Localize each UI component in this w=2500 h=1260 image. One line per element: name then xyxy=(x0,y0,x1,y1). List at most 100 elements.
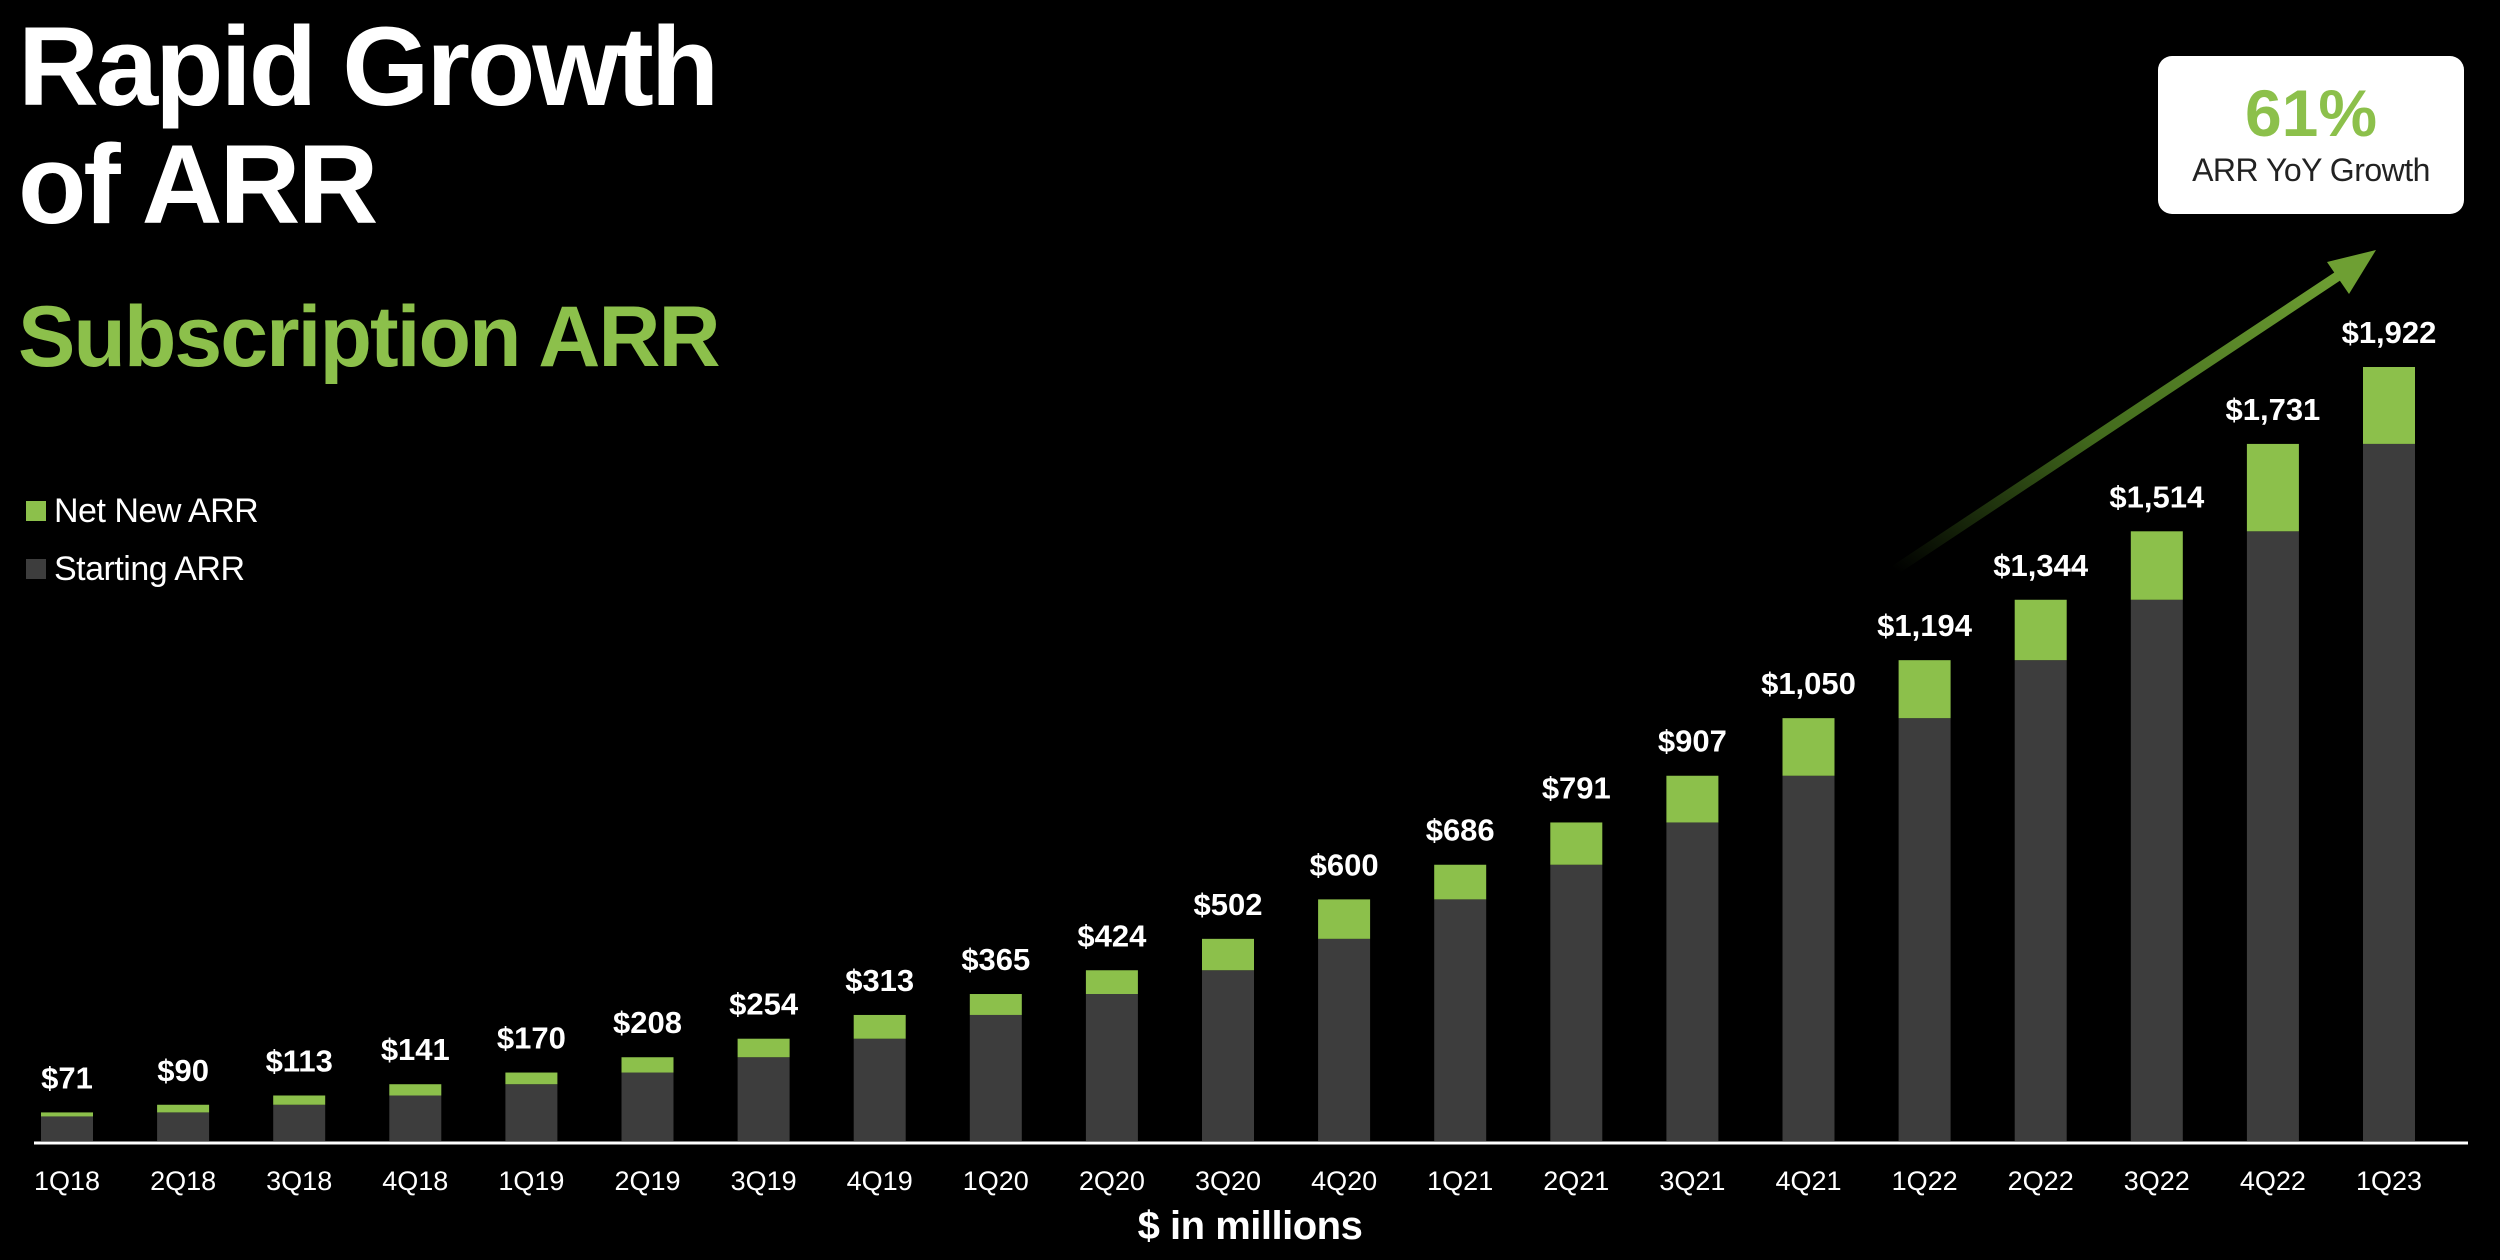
bar-starting-2Q22 xyxy=(2014,660,2067,1141)
bar-net-new-1Q22 xyxy=(1898,660,1951,719)
bar-net-new-1Q19 xyxy=(505,1072,558,1085)
units-note: $ in millions xyxy=(1137,1204,1363,1248)
growth-callout: 61% ARR YoY Growth xyxy=(2158,56,2464,214)
bar-starting-1Q18 xyxy=(41,1116,93,1141)
value-label-3Q19: $254 xyxy=(729,987,799,1022)
x-tick-4Q20: 4Q20 xyxy=(1311,1166,1377,1196)
bar-net-new-3Q22 xyxy=(2130,531,2183,600)
value-label-1Q20: $365 xyxy=(961,942,1030,977)
bar-net-new-4Q22 xyxy=(2246,443,2299,532)
bar-starting-1Q19 xyxy=(505,1084,558,1141)
bar-net-new-3Q19 xyxy=(737,1038,790,1058)
bar-starting-1Q20 xyxy=(969,1014,1022,1141)
legend-swatch-net-new xyxy=(26,501,46,521)
value-label-4Q19: $313 xyxy=(845,963,914,998)
title-line-1: Rapid Growth xyxy=(18,4,719,129)
value-label-1Q19: $170 xyxy=(497,1021,566,1056)
bar-starting-3Q20 xyxy=(1202,970,1254,1141)
value-label-3Q21: $907 xyxy=(1658,724,1727,759)
bar-starting-1Q21 xyxy=(1434,899,1487,1141)
x-tick-4Q18: 4Q18 xyxy=(382,1166,448,1196)
bar-net-new-3Q18 xyxy=(273,1095,326,1105)
x-tick-2Q20: 2Q20 xyxy=(1079,1166,1145,1196)
bar-starting-4Q18 xyxy=(389,1095,442,1141)
bar-starting-2Q20 xyxy=(1085,994,1138,1141)
value-label-3Q18: $113 xyxy=(266,1043,333,1078)
bar-starting-2Q21 xyxy=(1550,864,1603,1141)
bar-starting-3Q18 xyxy=(273,1104,326,1141)
bar-starting-4Q22 xyxy=(2246,531,2299,1141)
bar-net-new-3Q21 xyxy=(1666,775,1719,823)
bar-starting-4Q19 xyxy=(853,1038,906,1141)
bar-starting-4Q20 xyxy=(1318,938,1371,1141)
value-label-2Q21: $791 xyxy=(1542,770,1611,805)
x-tick-4Q19: 4Q19 xyxy=(847,1166,913,1196)
x-tick-1Q20: 1Q20 xyxy=(963,1166,1029,1196)
value-label-1Q23: $1,922 xyxy=(2342,315,2437,350)
value-label-1Q21: $686 xyxy=(1426,813,1495,848)
value-label-4Q18: $141 xyxy=(381,1032,450,1067)
bar-net-new-2Q18 xyxy=(157,1104,210,1113)
value-label-3Q20: $502 xyxy=(1194,887,1263,922)
chart-subtitle: Subscription ARR xyxy=(18,289,721,385)
value-label-4Q21: $1,050 xyxy=(1761,666,1856,701)
bar-starting-3Q22 xyxy=(2130,599,2183,1141)
growth-callout-value: 61% xyxy=(2244,76,2378,150)
x-tick-3Q21: 3Q21 xyxy=(1659,1166,1725,1196)
x-tick-1Q21: 1Q21 xyxy=(1427,1166,1493,1196)
legend-label-starting: Starting ARR xyxy=(54,549,245,588)
x-tick-labels-layer: 1Q18 2Q18 3Q18 4Q18 1Q19 2Q19 3Q19 4Q19 1Q20 2Q20… xyxy=(34,1166,2422,1196)
title-line-2: of ARR xyxy=(18,122,378,247)
value-label-2Q18: $90 xyxy=(157,1053,209,1088)
bar-net-new-3Q20 xyxy=(1202,938,1254,971)
x-tick-2Q21: 2Q21 xyxy=(1543,1166,1609,1196)
bar-net-new-4Q20 xyxy=(1318,899,1371,939)
value-label-2Q22: $1,344 xyxy=(1993,548,2089,583)
x-tick-3Q20: 3Q20 xyxy=(1195,1166,1261,1196)
legend-swatch-starting xyxy=(26,559,46,579)
legend-label-net-new: Net New ARR xyxy=(54,491,259,530)
bar-starting-3Q19 xyxy=(737,1057,790,1141)
bar-starting-4Q21 xyxy=(1782,775,1835,1141)
bar-starting-1Q23 xyxy=(2363,443,2415,1141)
value-label-2Q19: $208 xyxy=(613,1005,682,1040)
x-tick-3Q19: 3Q19 xyxy=(731,1166,797,1196)
bar-starting-3Q21 xyxy=(1666,822,1719,1141)
value-label-2Q20: $424 xyxy=(1077,918,1147,953)
bar-net-new-4Q18 xyxy=(389,1084,442,1096)
bar-starting-1Q22 xyxy=(1898,718,1951,1141)
x-tick-3Q22: 3Q22 xyxy=(2124,1166,2190,1196)
x-tick-2Q18: 2Q18 xyxy=(150,1166,216,1196)
x-tick-1Q23: 1Q23 xyxy=(2356,1166,2422,1196)
x-tick-3Q18: 3Q18 xyxy=(266,1166,332,1196)
bar-net-new-1Q20 xyxy=(969,994,1022,1015)
page-title: Rapid Growth of ARR xyxy=(18,4,719,247)
x-tick-1Q18: 1Q18 xyxy=(34,1166,100,1196)
growth-arrow-shaft xyxy=(1890,271,2343,575)
legend-item-net-new: Net New ARR xyxy=(26,482,259,540)
value-label-3Q22: $1,514 xyxy=(2109,479,2205,514)
bar-starting-2Q19 xyxy=(621,1072,674,1141)
chart-legend: Net New ARR Starting ARR xyxy=(26,482,259,598)
x-tick-2Q19: 2Q19 xyxy=(614,1166,680,1196)
bar-starting-2Q18 xyxy=(157,1112,210,1141)
x-tick-1Q19: 1Q19 xyxy=(498,1166,564,1196)
value-label-4Q22: $1,731 xyxy=(2225,392,2320,427)
bar-net-new-1Q21 xyxy=(1434,864,1487,900)
value-label-1Q22: $1,194 xyxy=(1877,608,1973,643)
legend-item-starting: Starting ARR xyxy=(26,540,258,598)
bar-net-new-2Q22 xyxy=(2014,599,2067,661)
bar-net-new-4Q19 xyxy=(853,1014,906,1039)
x-tick-4Q21: 4Q21 xyxy=(1775,1166,1841,1196)
value-labels-layer: $71 $90 $113 $141 $170 $208 $254 $313 $365 $424 $5… xyxy=(41,315,2436,1095)
growth-arrow-icon xyxy=(1890,250,2376,575)
growth-arrow-head xyxy=(2327,250,2376,294)
bar-net-new-1Q23 xyxy=(2363,367,2415,444)
bars-layer xyxy=(41,367,2415,1141)
value-label-4Q20: $600 xyxy=(1310,847,1379,882)
value-label-1Q18: $71 xyxy=(41,1060,93,1095)
growth-callout-label: ARR YoY Growth xyxy=(2192,152,2430,188)
bar-net-new-4Q21 xyxy=(1782,718,1835,776)
bar-net-new-2Q19 xyxy=(621,1057,674,1073)
bar-net-new-2Q21 xyxy=(1550,822,1603,865)
